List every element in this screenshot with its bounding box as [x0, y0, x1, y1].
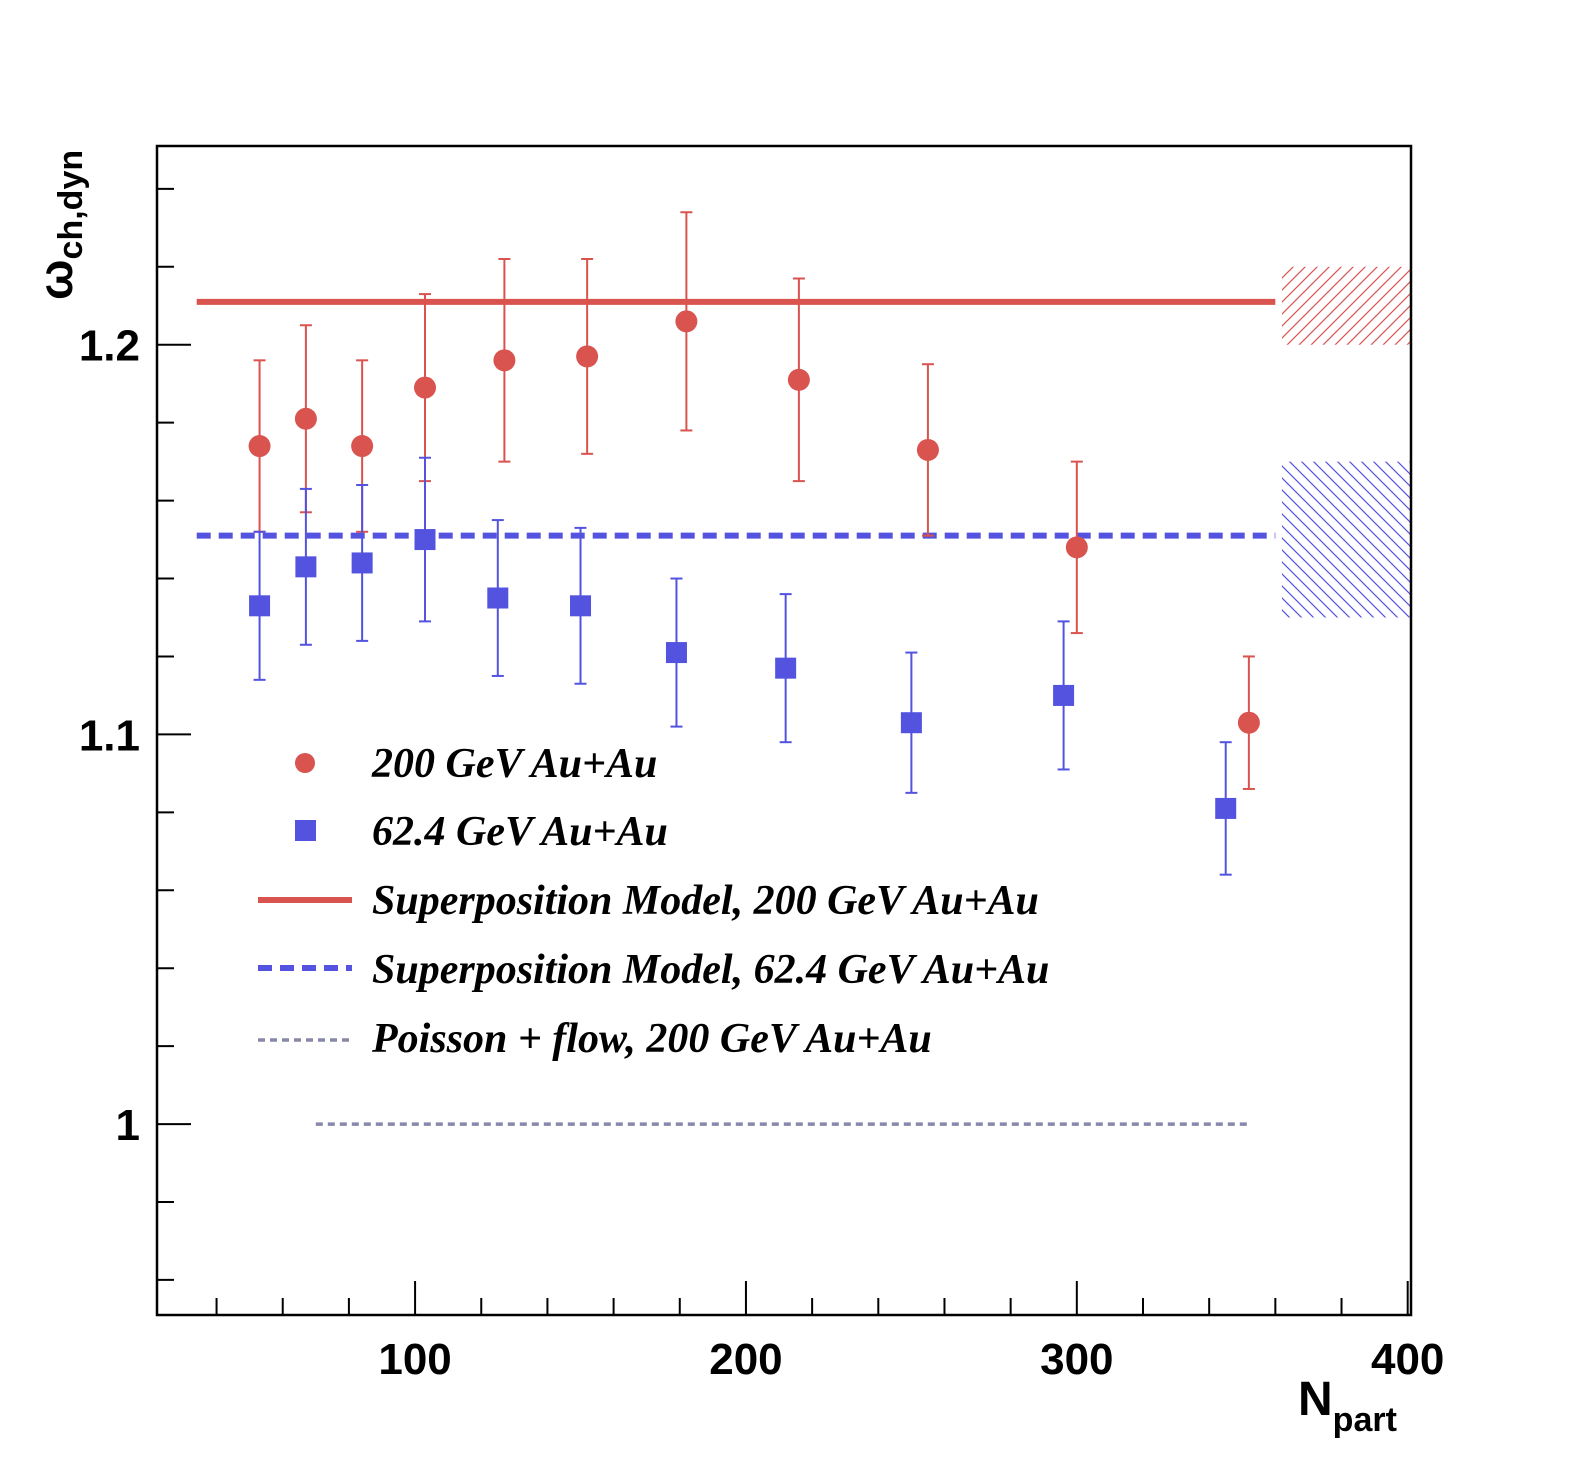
x-tick-label-300: 300: [1040, 1335, 1113, 1384]
data-point-circle-1: [294, 407, 317, 430]
hatched-band-1: [1281, 461, 1411, 618]
x-axis-title: Npart: [1298, 1373, 1397, 1439]
y-tick-label-1: 1: [116, 1101, 140, 1150]
legend: 200 GeV Au+Au 62.4 GeV Au+Au Superpositi…: [258, 741, 1049, 1062]
data-point-circle-8: [916, 438, 939, 461]
data-point-square-1: [295, 556, 317, 578]
axis-ticks: [157, 187, 1409, 1315]
data-point-square-2: [351, 552, 373, 574]
model-lines: [196, 298, 1276, 1126]
y-axis-title: ωch,dyn: [30, 150, 90, 300]
data-point-circle-6: [675, 310, 698, 333]
data-point-square-7: [775, 657, 797, 679]
data-point-circle-4: [493, 349, 516, 372]
hatched-band-0: [1281, 266, 1411, 345]
data-point-square-0: [249, 595, 271, 617]
legend-label-624: 62.4 GeV Au+Au: [372, 809, 668, 855]
x-tick-label-100: 100: [378, 1335, 451, 1384]
data-point-square-4: [487, 587, 509, 609]
data-point-circle-10: [1237, 711, 1260, 734]
x-axis-title-sub: part: [1333, 1401, 1397, 1439]
data-point-square-8: [900, 712, 922, 734]
y-tick-label-1.1: 1.1: [79, 711, 140, 760]
x-tick-label-400: 400: [1371, 1335, 1444, 1384]
x-axis-title-main: N: [1298, 1373, 1333, 1426]
data-point-circle-0: [248, 435, 271, 458]
legend-label-poisson: Poisson + flow, 200 GeV Au+Au: [371, 1016, 932, 1062]
y-axis-title-main: ω: [30, 259, 83, 300]
data-point-circle-9: [1065, 536, 1088, 559]
y-tick-label-1.2: 1.2: [79, 322, 140, 371]
data-point-circle-7: [787, 368, 810, 391]
data-point-circle-2: [351, 435, 374, 458]
data-point-circle-5: [576, 345, 599, 368]
legend-label-superposition-624: Superposition Model, 62.4 GeV Au+Au: [372, 947, 1049, 993]
systematic-bands: [1281, 266, 1411, 618]
data-markers: [248, 310, 1260, 819]
legend-label-superposition-200: Superposition Model, 200 GeV Au+Au: [372, 878, 1039, 924]
legend-marker-square: [295, 820, 316, 841]
data-point-circle-3: [414, 376, 437, 399]
data-point-square-5: [570, 595, 592, 617]
tick-labels: 100 200 300 400 1 1.1 1.2: [79, 322, 1445, 1384]
x-tick-label-200: 200: [709, 1335, 782, 1384]
data-point-square-10: [1215, 797, 1237, 819]
data-point-square-9: [1053, 684, 1075, 706]
data-point-square-3: [414, 529, 436, 551]
legend-label-200: 200 GeV Au+Au: [371, 741, 657, 787]
legend-marker-circle: [295, 753, 315, 773]
data-point-square-6: [665, 642, 687, 664]
y-axis-title-sub: ch,dyn: [52, 150, 90, 260]
plot-frame: [155, 144, 1413, 1317]
